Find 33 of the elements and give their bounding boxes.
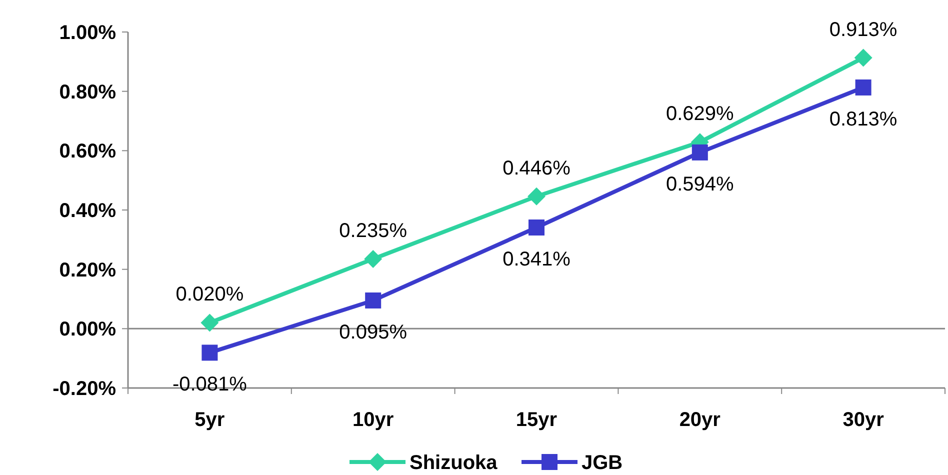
x-tick-label: 10yr [352,409,394,431]
point [692,144,708,160]
point [528,187,546,206]
y-tick-label: 0.40% [59,200,116,222]
x-tick-label: 30yr [842,409,884,431]
point [200,314,219,332]
data-label: 0.913% [829,18,898,41]
data-label: -0.081% [172,374,248,396]
y-tick-label: 1.00% [59,22,116,44]
data-label: 0.813% [829,108,898,130]
legend-label: Shizuoka [410,452,498,474]
point [855,79,872,96]
legend-label: JGB [582,452,623,474]
point [364,250,382,268]
x-tick-label: 5yr [194,409,225,431]
data-label: 0.629% [666,103,734,126]
data-label: 0.095% [339,321,408,344]
y-tick-label: 0.00% [59,318,116,341]
data-label: 0.594% [666,173,734,196]
point [365,292,382,308]
point [202,344,218,361]
data-label: 0.235% [339,220,408,242]
data-label: 0.446% [502,157,571,180]
data-label: 0.020% [176,284,244,306]
x-tick-label: 15yr [516,409,558,431]
y-tick-label: 0.80% [59,81,116,104]
y-tick-label: 0.60% [59,140,116,163]
point [854,48,872,67]
data-label: 0.341% [502,248,571,271]
y-tick-label: -0.20% [52,378,116,400]
point [528,220,544,236]
x-tick-label: 20yr [679,409,721,431]
y-tick-label: 0.20% [59,259,116,282]
